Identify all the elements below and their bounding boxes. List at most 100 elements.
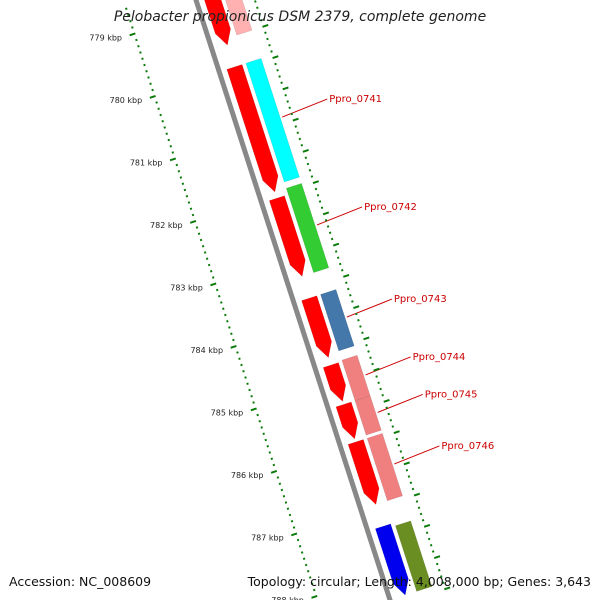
ruler-minor-tick (131, 26, 134, 29)
ruler-minor-tick (270, 457, 274, 460)
ruler-minor-tick (149, 82, 152, 85)
ruler-minor-tick (201, 244, 205, 248)
ruler-minor-tick (250, 394, 253, 398)
ruler-minor-tick (125, 7, 128, 10)
gene-label: Ppro_0742 (364, 202, 417, 213)
outer-tick (431, 550, 435, 553)
ruler-minor-tick (240, 363, 243, 367)
outer-tick (389, 419, 393, 422)
ruler-minor-tick (224, 313, 227, 317)
outer-tick (359, 325, 362, 328)
outer-tick (310, 175, 314, 178)
outer-tick (399, 450, 403, 453)
ruler-minor-tick (167, 138, 171, 142)
ruler-label: 786 kbp (231, 471, 264, 480)
ruler-minor-tick (260, 426, 263, 429)
gene-Ppro_0741 (245, 58, 300, 183)
ruler-major-tick (311, 594, 318, 599)
outer-tick (385, 406, 388, 410)
ruler-minor-tick (145, 69, 148, 73)
ruler-minor-tick (288, 513, 292, 517)
ruler-minor-tick (284, 501, 288, 504)
gene-label-leader (316, 206, 363, 226)
outer-tick (284, 94, 287, 97)
outer-tick (381, 394, 384, 397)
ruler-minor-tick (163, 126, 166, 129)
outer-tick (347, 287, 350, 291)
gene-feature (226, 64, 279, 193)
gene-label-leader (365, 356, 411, 376)
gene-label: Ppro_0743 (394, 294, 447, 305)
ruler-minor-tick (306, 569, 310, 573)
outer-tick (423, 524, 431, 528)
outer-tick (373, 367, 380, 372)
outer-tick (440, 575, 443, 578)
ruler-minor-tick (197, 232, 201, 235)
outer-tick (425, 531, 429, 535)
ruler-minor-tick (141, 57, 144, 60)
ruler-minor-tick (165, 132, 168, 135)
ruler-minor-tick (230, 332, 233, 335)
ruler-minor-tick (226, 319, 229, 323)
outer-tick (272, 55, 279, 60)
gene-label: Ppro_0746 (441, 441, 494, 452)
ruler-minor-tick (228, 326, 231, 329)
outer-tick (274, 62, 277, 66)
outer-tick (298, 137, 302, 141)
outer-tick (338, 262, 342, 266)
outer-tick (345, 281, 348, 285)
outer-tick (357, 319, 360, 322)
gene-Ppro_0744 (341, 354, 371, 402)
outer-tick (419, 512, 423, 516)
gene-feature (395, 520, 433, 592)
ruler-minor-tick (139, 51, 142, 54)
outer-tick (371, 362, 374, 366)
outer-tick (351, 300, 354, 303)
outer-tick (282, 86, 289, 91)
gene-label-leader (282, 98, 328, 118)
gene-Ppro_0746 (366, 433, 403, 502)
ruler-label: 779 kbp (89, 34, 122, 43)
outer-tick (290, 112, 293, 116)
ruler-minor-tick (258, 419, 261, 423)
ruler-minor-tick (155, 101, 158, 104)
outer-tick (280, 81, 283, 85)
outer-tick (444, 586, 451, 591)
outer-tick (266, 37, 269, 41)
outer-tick (383, 399, 390, 403)
outer-tick (367, 350, 370, 353)
ruler-minor-tick (308, 576, 312, 579)
gene-feature (322, 362, 347, 402)
outer-tick (397, 444, 401, 447)
gene-feature (268, 195, 306, 277)
outer-tick (387, 412, 390, 416)
gene-label: Ppro_0744 (413, 352, 466, 363)
outer-tick (262, 24, 269, 28)
outer-tick (312, 180, 320, 185)
outer-tick (324, 219, 328, 222)
gene-feature (225, 0, 253, 36)
outer-tick (332, 242, 340, 247)
outer-tick (316, 194, 320, 197)
gene-feature (347, 439, 380, 505)
outer-tick (268, 44, 271, 47)
ruler-major-tick (230, 344, 237, 349)
ruler-minor-tick (232, 338, 235, 342)
ruler-minor-tick (209, 269, 213, 273)
ruler-minor-tick (276, 476, 280, 479)
outer-tick (304, 156, 308, 160)
ruler-minor-tick (147, 76, 150, 79)
outer-tick (413, 492, 421, 497)
outer-tick (264, 31, 267, 35)
ruler-minor-tick (157, 107, 160, 110)
outer-tick (343, 274, 350, 278)
ruler-minor-tick (205, 257, 209, 260)
ruler-minor-tick (189, 207, 193, 210)
ruler-minor-tick (242, 369, 245, 373)
outer-tick (296, 131, 300, 135)
gene-label: Ppro_0741 (329, 94, 382, 105)
gene-Ppro_0742 (285, 183, 330, 273)
ruler-minor-tick (310, 582, 314, 585)
ruler-minor-tick (169, 144, 173, 148)
